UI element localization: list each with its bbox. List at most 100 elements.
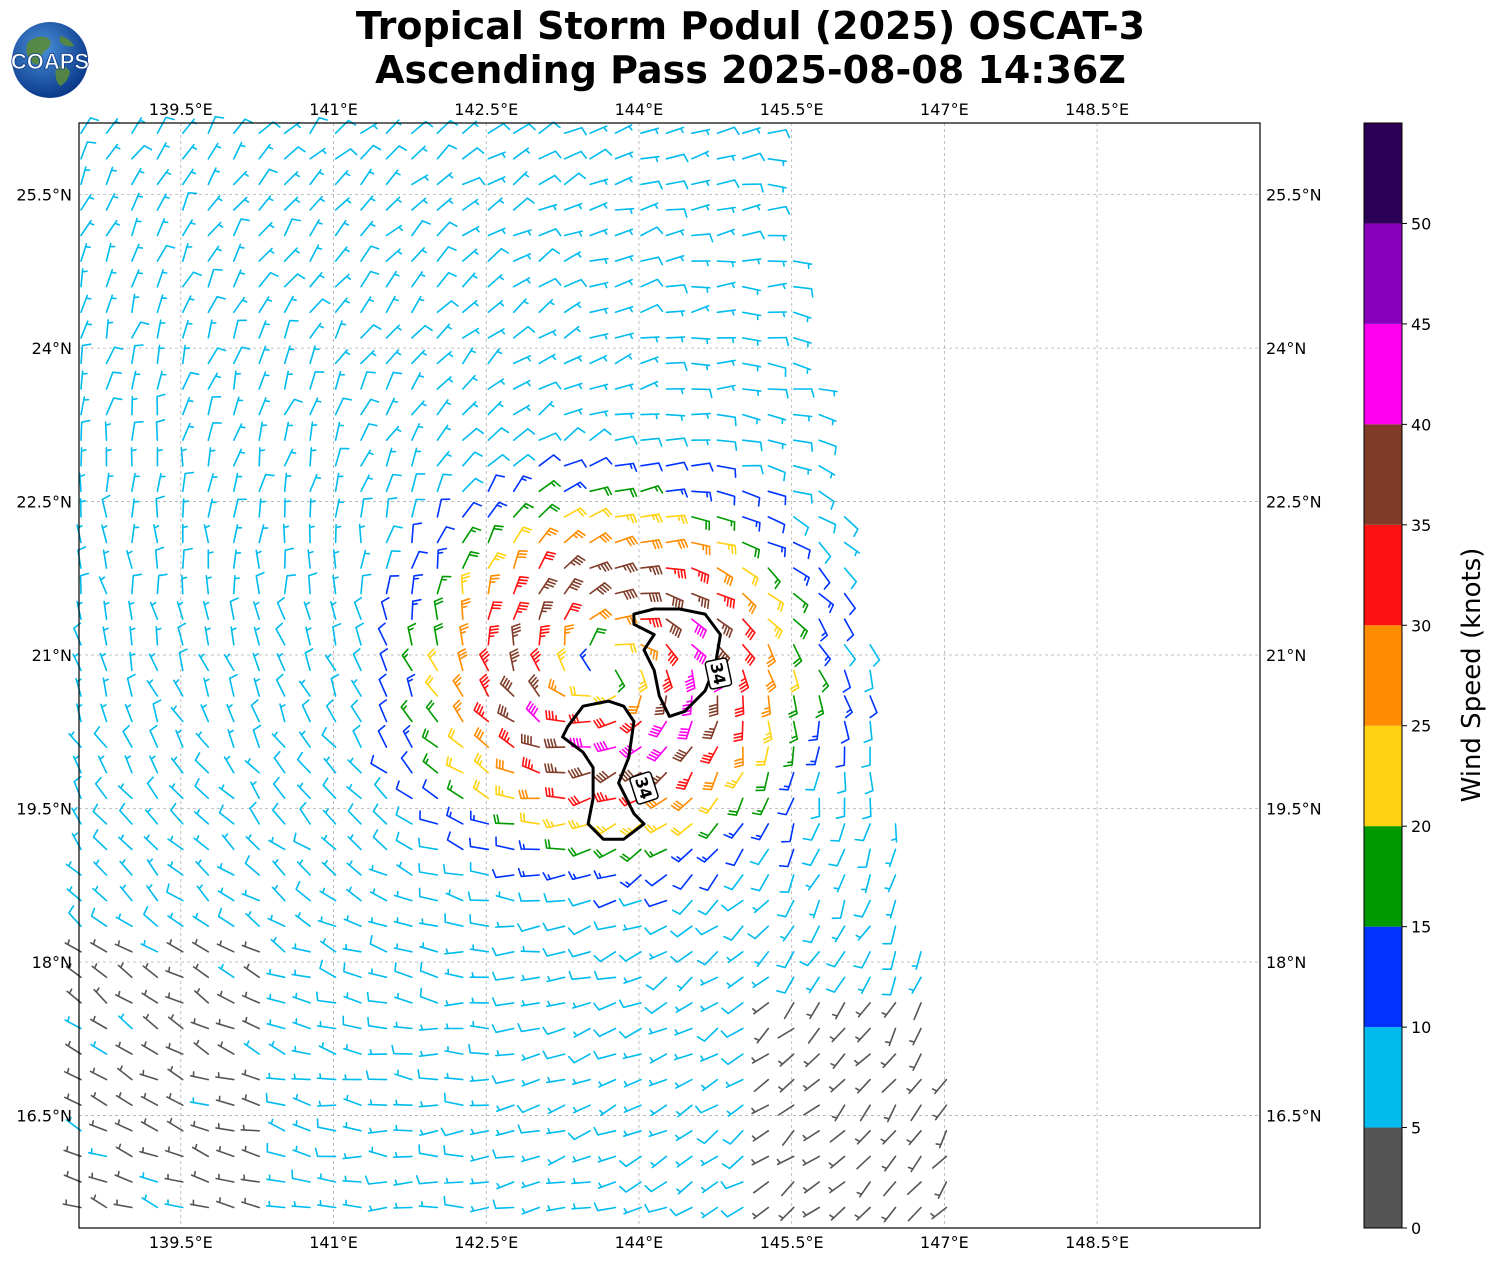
wind-barb [767, 490, 787, 506]
wind-barb [460, 572, 471, 595]
wind-barb [230, 626, 237, 646]
wind-barb [460, 598, 471, 620]
wind-barb [243, 1040, 260, 1055]
wind-barb [734, 746, 744, 768]
wind-barb [80, 320, 92, 339]
wind-barb [830, 1053, 846, 1069]
wind-barb [644, 898, 668, 908]
wind-barb [418, 1144, 439, 1158]
wind-barb [753, 1078, 770, 1093]
wind-barb [309, 397, 322, 416]
wind-barb [131, 420, 144, 441]
coaps-logo: COAPS [10, 22, 90, 98]
wind-barb [589, 148, 613, 160]
wind-barb [742, 464, 764, 475]
wind-barb [92, 885, 108, 902]
wind-barb [742, 567, 759, 587]
wind-barb [207, 245, 222, 262]
lat-tick-left-0: 25.5°N [16, 186, 72, 205]
wind-barb [671, 848, 693, 863]
wind-barb [783, 1002, 795, 1020]
wind-barb [343, 992, 362, 1004]
wind-barb [767, 465, 786, 482]
wind-barb [619, 848, 642, 862]
lon-tick-top-3: 144°E [615, 100, 664, 119]
wind-barb [244, 758, 260, 774]
wind-barb [818, 388, 838, 397]
wind-barb [828, 1155, 846, 1169]
longitude-ticks: 139.5°E 139.5°E 141°E 141°E 142.5°E 142.5°E 14… [149, 100, 1129, 1252]
wind-barb [131, 269, 143, 288]
wind-barb [831, 925, 846, 943]
wind-barb [487, 274, 504, 288]
wind-barb [119, 802, 133, 825]
wind-barb [241, 991, 260, 1004]
wind-barb [156, 268, 168, 288]
wind-barb [194, 778, 210, 800]
wind-barb [856, 1155, 871, 1170]
title-line-2: Ascending Pass 2025-08-08 14:36Z [375, 48, 1126, 92]
wind-barb [444, 968, 464, 979]
wind-barb [334, 170, 351, 186]
wind-barb [115, 1143, 133, 1158]
wind-barb [716, 567, 734, 587]
wind-barb [258, 447, 266, 467]
wind-barb [767, 282, 787, 290]
wind-barb [411, 197, 428, 211]
wind-barb [675, 771, 693, 790]
lon-tick-top-2: 142.5°E [454, 100, 518, 119]
wind-barb [492, 997, 515, 1007]
wind-barb [864, 771, 874, 795]
wind-barb [223, 653, 235, 672]
wind-barb [334, 246, 350, 262]
wind-barb [563, 529, 586, 544]
wind-barb [292, 1120, 311, 1132]
wind-barb [640, 180, 663, 190]
wind-barb [207, 396, 222, 416]
wind-barb [156, 472, 166, 493]
wind-barb [803, 1104, 820, 1116]
wind-barb [720, 1180, 744, 1190]
wind-barb [207, 167, 220, 186]
wind-barb [193, 1039, 210, 1055]
wind-barb [319, 887, 337, 902]
wind-barb [614, 435, 638, 445]
wind-barb [71, 832, 82, 851]
wind-barb [253, 626, 261, 646]
wind-barb [751, 797, 770, 816]
wind-barb [275, 622, 286, 646]
wind-barb [512, 475, 532, 493]
wind-barb [321, 859, 337, 876]
wind-barb [350, 699, 362, 723]
wind-barb [593, 1126, 617, 1136]
wind-barb [223, 755, 235, 774]
wind-barb [411, 550, 428, 569]
wind-barb [538, 401, 555, 416]
wind-barb [385, 575, 400, 595]
globe-land [26, 36, 74, 86]
wind-barb [472, 779, 490, 800]
wind-barb [385, 447, 397, 467]
wind-barb [296, 751, 311, 774]
wind-barb [141, 1194, 159, 1209]
contour-label-box [629, 771, 659, 805]
wind-barb [884, 874, 897, 893]
wind-barb [538, 353, 557, 365]
wind-barb [131, 344, 144, 365]
wind-barb [233, 448, 246, 467]
wind-barb [334, 219, 350, 237]
wind-barb [129, 626, 136, 646]
wind-barb [156, 370, 167, 390]
wind-barb [593, 848, 617, 859]
wind-barb [742, 413, 761, 425]
wind-barb [691, 412, 711, 419]
wind-barb [440, 1127, 464, 1137]
wind-barb [563, 251, 582, 262]
wind-barb [776, 976, 795, 994]
wind-barb [593, 1002, 617, 1011]
wind-barb [742, 230, 765, 240]
wind-barb [911, 951, 922, 970]
wind-barb [716, 309, 736, 316]
wind-barb [407, 622, 417, 646]
wind-barb [589, 355, 608, 365]
